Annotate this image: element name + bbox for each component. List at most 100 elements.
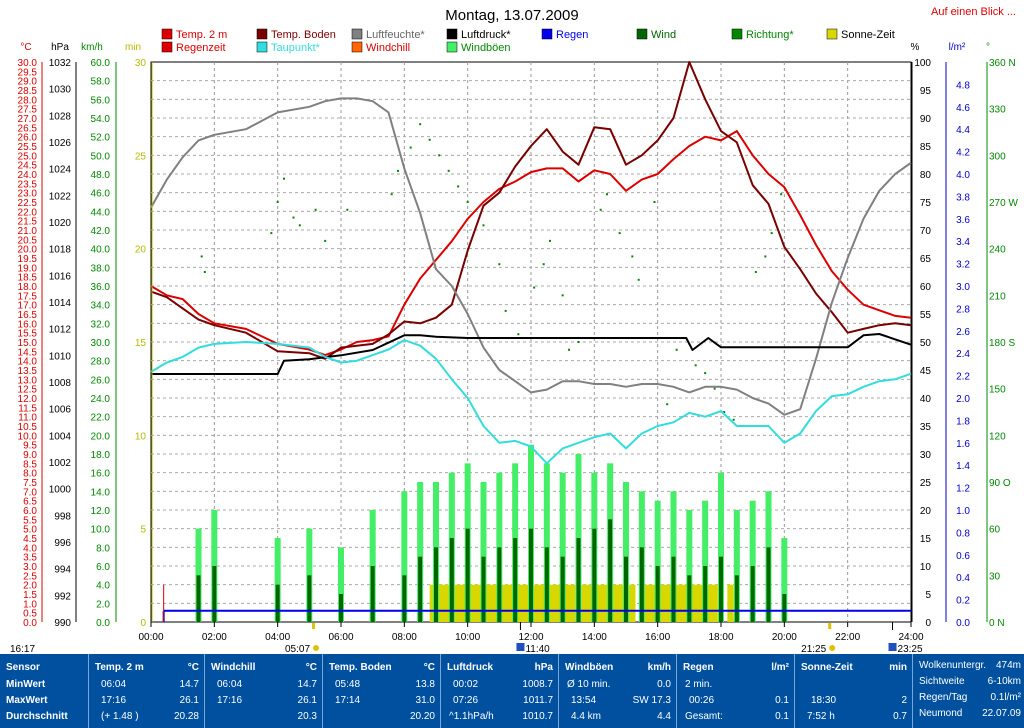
- axis-tick-temp: 17.0: [18, 301, 38, 312]
- overview-link[interactable]: Auf einen Blick ...: [931, 6, 1016, 18]
- direction-point: [637, 278, 640, 281]
- stats-temp2m: Temp. 2 m °C 06:04 14.7 17:16 26.1 (+ 1.…: [88, 654, 205, 728]
- direction-point: [713, 387, 716, 390]
- stats-windchill: Windchill °C 06:04 14.7 17:16 26.1 20.3: [204, 654, 323, 728]
- stats-unit: min: [889, 662, 907, 673]
- stats-value: 0.0: [657, 679, 671, 690]
- gust-bar: [417, 482, 424, 622]
- axis-tick-wind: 24.0: [91, 394, 111, 405]
- x-tick-label: 12:00: [518, 632, 543, 643]
- legend-swatch: [256, 28, 268, 40]
- legend-swatch: [161, 41, 173, 53]
- direction-point: [397, 169, 399, 172]
- stats-misc-value: 6-10km: [987, 676, 1021, 687]
- x-axis: 00:00 02:00 04:00 06:00 08:00 10:00 12:00 14:00…: [138, 622, 924, 643]
- axis-tick-rain: 0.6: [956, 551, 970, 562]
- stats-time: 06:04: [217, 679, 243, 690]
- direction-point: [561, 294, 564, 297]
- axis-tick-wind: 10.0: [91, 525, 111, 536]
- axis-tick-humidity: 50: [920, 338, 932, 349]
- stats-value: 0.1: [775, 711, 789, 722]
- sun-marker-label: 05:07: [285, 644, 310, 654]
- wind-bar: [449, 538, 454, 622]
- axis-tick-temp: 7.0: [23, 487, 37, 498]
- axis-tick-rain: 0.0: [956, 618, 970, 629]
- axis-tick-humidity: 45: [920, 366, 932, 377]
- wind-bar: [212, 566, 217, 622]
- axis-tick-humidity: 30: [920, 450, 932, 461]
- axis-tick-wind: 44.0: [91, 207, 111, 218]
- axis-tick-wind: 36.0: [91, 282, 111, 293]
- axis-tick-pressure: 1024: [49, 165, 72, 176]
- axis-tick-humidity: 70: [920, 226, 932, 237]
- legend: Temp. 2 m Temp. Boden Luftfeuchte* Luftdruc…: [161, 28, 895, 54]
- gust-bar: [338, 547, 344, 622]
- direction-point: [283, 177, 285, 180]
- axis-tick-temp: 14.0: [18, 357, 38, 368]
- axis-tick-temp: 4.0: [23, 543, 37, 554]
- stats-header: Sensor: [6, 662, 40, 673]
- axis-tick-pressure: 994: [54, 565, 71, 576]
- axis-tick-temp: 16.0: [18, 319, 38, 330]
- stats-misc-label: Wolkenuntergr.: [919, 660, 987, 671]
- stats-panel: Sensor MinWert MaxWert Durchschnitt Temp…: [0, 654, 1024, 728]
- axis-tick-rain: 4.0: [956, 170, 970, 181]
- axis-tick-dir: 210: [989, 291, 1006, 302]
- axis-tick-temp: 21.5: [18, 217, 38, 228]
- axis-tick-temp: 27.5: [18, 105, 38, 116]
- axis-tick-wind: 30.0: [91, 338, 111, 349]
- stats-unit: °C: [423, 662, 435, 673]
- axis-ticks: 0.00.51.01.52.02.53.03.54.04.55.05.56.06…: [18, 58, 1019, 629]
- axis-tick-min: 15: [135, 338, 147, 349]
- moon-marker-label: 11:40: [525, 644, 550, 654]
- axis-tick-pressure: 1030: [49, 85, 72, 96]
- wind-bar: [608, 519, 613, 622]
- sun-icon: [829, 645, 836, 651]
- x-tick-label: 24:00: [898, 632, 923, 643]
- axis-tick-temp: 23.5: [18, 179, 38, 190]
- axis-tick-temp: 7.5: [23, 478, 37, 489]
- axis-tick-rain: 1.2: [956, 484, 970, 495]
- axis-tick-dir: 240: [989, 245, 1006, 256]
- gust-bar: [733, 510, 740, 622]
- direction-point: [390, 193, 393, 196]
- series-lines: [150, 61, 912, 622]
- axis-tick-wind: 32.0: [91, 319, 111, 330]
- axis-tick-pressure: 1032: [49, 58, 72, 69]
- legend-swatch: [541, 28, 553, 40]
- axis-tick-temp: 12.0: [18, 394, 38, 405]
- legend-label: Regen: [556, 29, 588, 41]
- legend-label: Sonne-Zeit: [841, 29, 895, 41]
- stats-misc-label: Neumond: [919, 708, 963, 719]
- direction-point: [631, 255, 634, 258]
- legend-label: Luftfeuchte*: [366, 29, 425, 41]
- axis-tick-rain: 3.4: [956, 237, 970, 248]
- axis-tick-humidity: 95: [920, 86, 932, 97]
- legend-swatch: [731, 28, 743, 40]
- axis-unit: °: [986, 42, 990, 53]
- series-line-taupunkt: [150, 339, 912, 465]
- x-tick-label: 18:00: [708, 632, 733, 643]
- stats-sensor: Sensor MinWert MaxWert Durchschnitt: [0, 654, 88, 728]
- axis-tick-temp: 3.5: [23, 553, 37, 564]
- axis-tick-temp: 9.0: [23, 450, 37, 461]
- axis-unit: °C: [20, 42, 31, 53]
- wind-bar: [434, 547, 438, 622]
- gust-bar: [559, 472, 566, 622]
- axis-tick-temp: 0.5: [23, 609, 37, 620]
- axis-tick-rain: 0.4: [956, 573, 970, 584]
- axis-tick-pressure: 998: [54, 511, 71, 522]
- stats-sonne: Sonne-Zeit min 18:30 2 7:52 h 0.7: [794, 654, 913, 728]
- series-line-luftfeuchte: [150, 97, 912, 416]
- x-tick-label: 16:00: [645, 632, 670, 643]
- direction-point: [346, 208, 349, 211]
- direction-point: [419, 123, 422, 126]
- axis-tick-wind: 0.0: [96, 618, 110, 629]
- axis-tick-temp: 12.5: [18, 385, 38, 396]
- axis-tick-humidity: 20: [920, 506, 932, 517]
- stats-value: 4.4: [657, 711, 671, 722]
- direction-point: [428, 138, 431, 141]
- axis-tick-temp: 13.0: [18, 375, 38, 386]
- stats-header: Luftdruck: [447, 662, 494, 673]
- legend-label: Taupunkt*: [271, 42, 321, 54]
